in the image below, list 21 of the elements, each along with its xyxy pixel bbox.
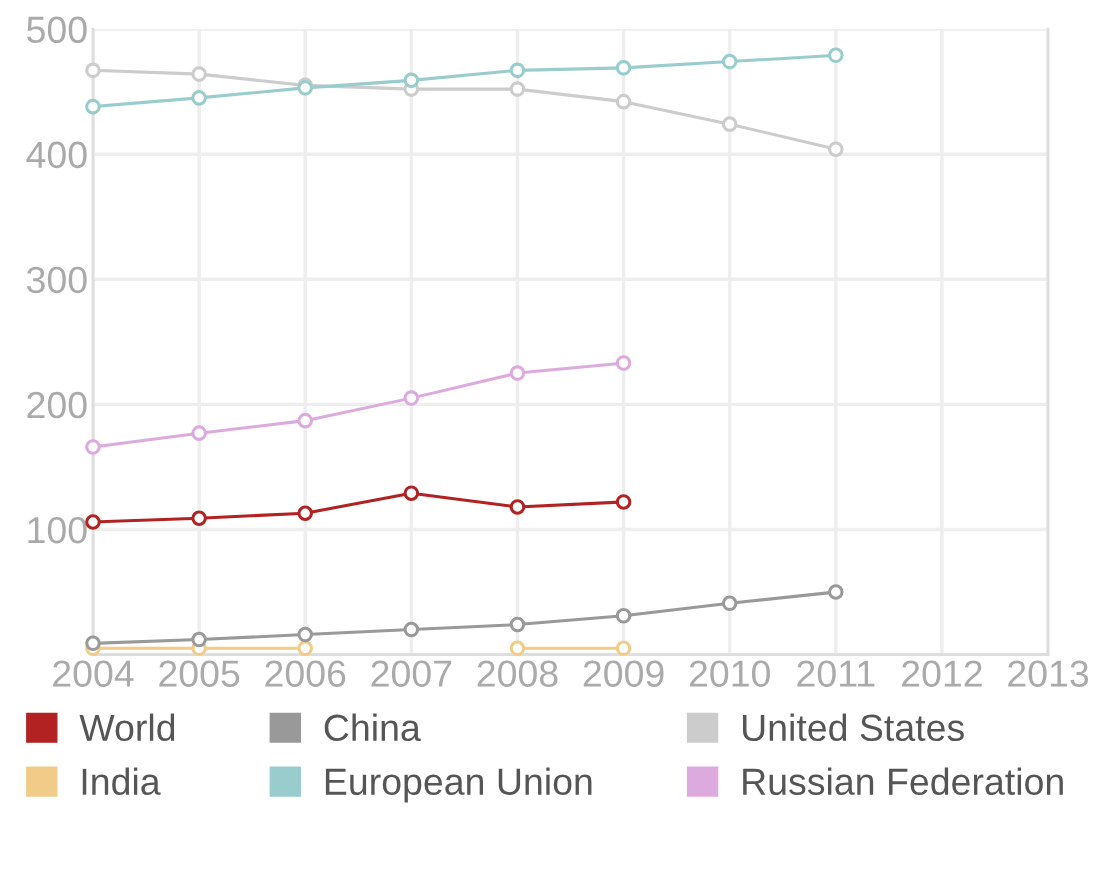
x-tick-label: 2010 (689, 660, 770, 687)
x-tick-label: 2007 (371, 660, 452, 687)
legend-label: World (79, 713, 175, 742)
x-tick-label: 2005 (159, 660, 240, 687)
x-tick-label: 2012 (902, 660, 982, 687)
x-tick-label: 2006 (265, 660, 346, 687)
y-tick-label: 400 (26, 141, 87, 169)
legend-label: India (82, 767, 161, 796)
legend-label: European Union (325, 767, 592, 803)
x-tick-label: 2011 (797, 660, 875, 687)
y-tick-label: 300 (27, 266, 87, 294)
x-tick-label: 2009 (583, 660, 664, 687)
y-tick-label: 500 (27, 16, 87, 44)
legend-label: United States (742, 713, 964, 742)
x-tick-label: 2013 (1008, 660, 1089, 687)
x-tick-label: 2008 (477, 660, 558, 687)
legend-label: China (324, 713, 421, 742)
legend-label: Russian Federation (743, 767, 1063, 796)
y-tick-label: 100 (28, 516, 87, 544)
y-tick-label: 200 (27, 391, 87, 419)
x-tick-label: 2004 (53, 660, 134, 687)
